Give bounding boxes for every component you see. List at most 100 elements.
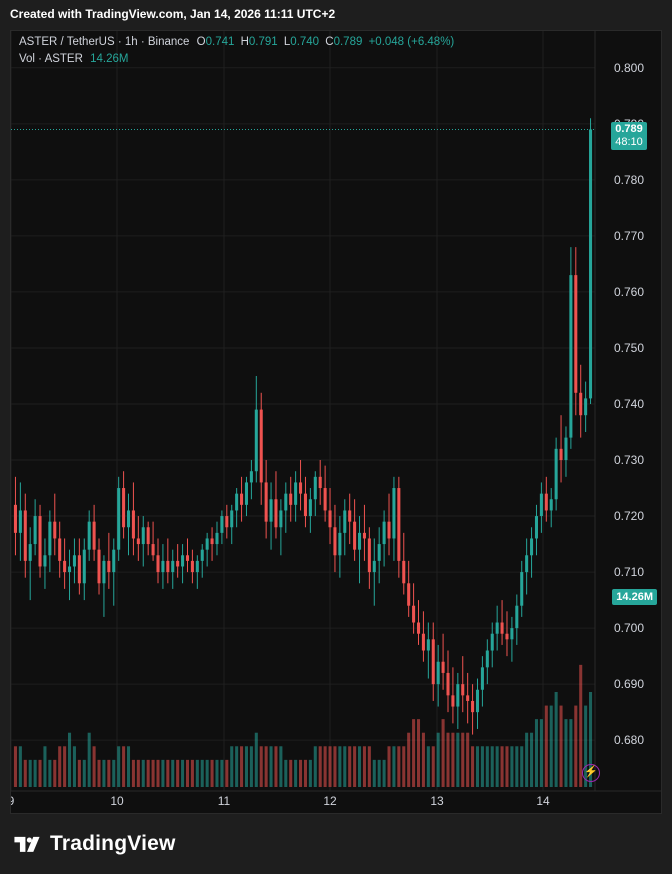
candle-body: [461, 684, 465, 696]
y-tick-label: 0.700: [614, 621, 644, 635]
candle-body: [131, 510, 135, 539]
last-volume-tag: 14.26M: [612, 589, 657, 605]
y-tick-label: 0.770: [614, 229, 644, 243]
x-tick-label: 14: [536, 794, 550, 808]
volume-bar: [161, 759, 165, 787]
lightning-icon[interactable]: ⚡: [582, 764, 600, 782]
candle-body: [166, 560, 170, 573]
volume-bar: [28, 759, 32, 787]
volume-bar: [240, 746, 244, 787]
close-value: 0.789: [333, 36, 363, 48]
symbol-label[interactable]: ASTER / TetherUS · 1h · Binance: [19, 36, 190, 48]
volume-bar: [205, 759, 209, 787]
volume-bar: [348, 746, 352, 787]
candle-body: [353, 521, 357, 550]
y-tick-label: 0.710: [614, 565, 644, 579]
volume-bar: [131, 759, 135, 787]
volume-bar: [372, 759, 376, 787]
y-tick-label: 0.690: [614, 677, 644, 691]
volume-bar: [367, 746, 371, 787]
low-label: L: [283, 36, 291, 48]
volume-bar: [505, 746, 509, 787]
volume-bar: [122, 746, 126, 787]
candle-body: [171, 560, 175, 573]
volume-bar: [166, 759, 170, 787]
volume-bar: [68, 732, 72, 787]
volume-bar: [377, 759, 381, 787]
volume-bar: [58, 746, 62, 787]
volume-bar: [117, 746, 121, 787]
change-value: +0.048 (+6.48%): [368, 36, 455, 48]
candle-body: [299, 482, 303, 494]
candle-body: [308, 499, 312, 517]
volume-bar: [579, 664, 583, 787]
x-tick-label: 11: [218, 794, 231, 808]
volume-bar: [397, 746, 401, 787]
chart-panel[interactable]: 0.8000.7900.7800.7700.7600.7500.7400.730…: [10, 30, 662, 814]
close-label: C: [325, 36, 334, 48]
candle-body: [471, 700, 475, 713]
volume-bar: [220, 759, 224, 787]
last-price-tag: 0.789 48:10: [611, 122, 647, 151]
volume-bar: [13, 746, 17, 787]
candle-body: [28, 544, 32, 561]
candle-body: [23, 510, 27, 561]
candle-body: [53, 521, 57, 539]
volume-bar: [23, 759, 27, 787]
volume-bar: [235, 746, 239, 787]
x-tick-label: 10: [110, 794, 124, 808]
candle-body: [446, 672, 450, 696]
volume-bar: [569, 719, 573, 787]
tradingview-logo[interactable]: TradingView: [12, 832, 176, 856]
volume-bar: [63, 746, 67, 787]
candle-body: [490, 633, 494, 651]
volume-bar: [480, 746, 484, 787]
candle-body: [500, 622, 504, 634]
volume-bar: [495, 746, 499, 787]
volume-label[interactable]: Vol · ASTER: [19, 53, 83, 65]
candle-body: [102, 560, 106, 584]
volume-bar: [387, 746, 391, 787]
candle-body: [515, 605, 519, 629]
volume-bar: [92, 746, 96, 787]
candle-body: [107, 560, 111, 573]
candle-body: [176, 560, 180, 567]
candle-body: [569, 275, 573, 438]
volume-bar: [87, 732, 91, 787]
candle-body: [264, 482, 268, 522]
volume-bar: [525, 732, 529, 787]
x-tick-label: 9: [11, 794, 15, 808]
volume-bar: [264, 746, 268, 787]
candle-body: [58, 538, 62, 561]
volume-bar: [323, 746, 327, 787]
candle-body: [510, 628, 514, 640]
volume-bar: [500, 746, 504, 787]
volume-bar: [589, 692, 593, 787]
volume-bar: [446, 732, 450, 787]
volume-bar: [466, 732, 470, 787]
volume-bar: [43, 746, 47, 787]
volume-bar: [564, 719, 568, 787]
candle-body: [525, 555, 529, 573]
candle-body: [348, 510, 352, 522]
volume-bar: [412, 719, 416, 787]
volume-bar: [402, 746, 406, 787]
volume-bar: [313, 746, 317, 787]
volume-bar: [362, 746, 366, 787]
volume-bar: [490, 746, 494, 787]
candle-body: [38, 516, 42, 567]
volume-bar: [421, 732, 425, 787]
candlestick-chart[interactable]: 0.8000.7900.7800.7700.7600.7500.7400.730…: [11, 31, 661, 813]
candle-body: [63, 560, 67, 573]
volume-bar: [328, 746, 332, 787]
volume-bar: [544, 705, 548, 787]
candle-body: [323, 488, 327, 511]
candle-body: [220, 516, 224, 533]
last-price-value: 0.789: [615, 123, 643, 136]
candle-body: [343, 510, 347, 533]
candle-body: [367, 538, 371, 573]
volume-bar: [475, 746, 480, 787]
volume-bar: [554, 692, 558, 787]
candle-body: [18, 510, 22, 533]
candle-body: [328, 510, 332, 528]
